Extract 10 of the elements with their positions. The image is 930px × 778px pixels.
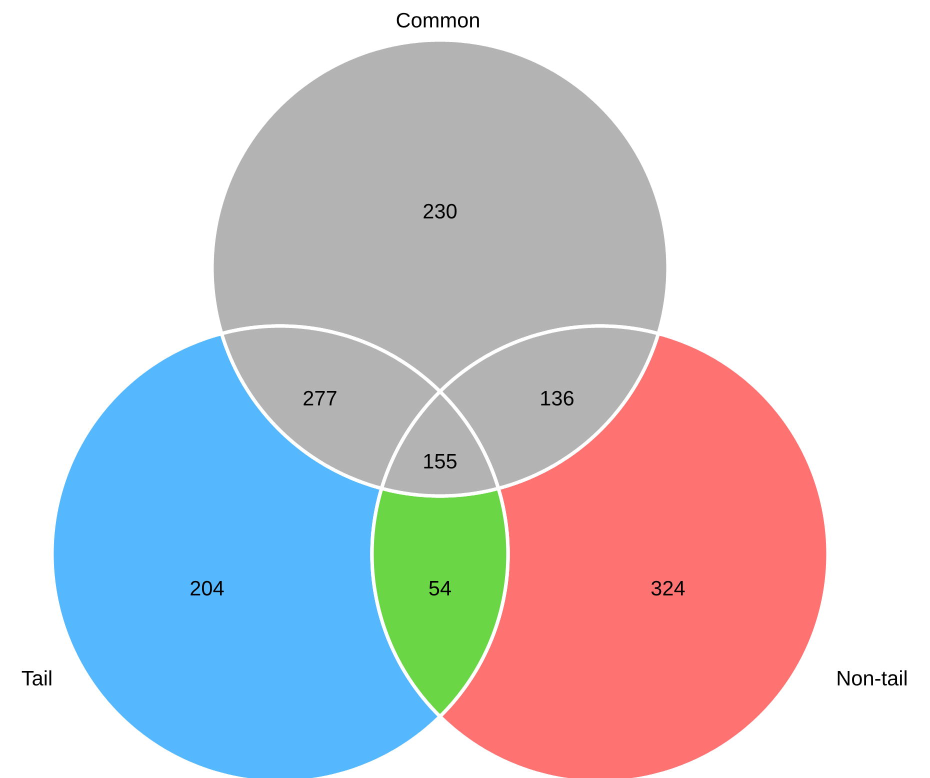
data-label: 204 [190,580,224,596]
data-label: 54 [429,581,451,596]
data-label: 277 [304,390,336,406]
data-label: 324 [651,580,685,596]
data-label: 230 [424,204,457,219]
text: Non-tail [838,670,907,686]
data-label: 136 [541,390,574,406]
data-label: 155 [424,454,457,469]
text: Common [396,12,479,28]
text: Tail [22,670,52,686]
